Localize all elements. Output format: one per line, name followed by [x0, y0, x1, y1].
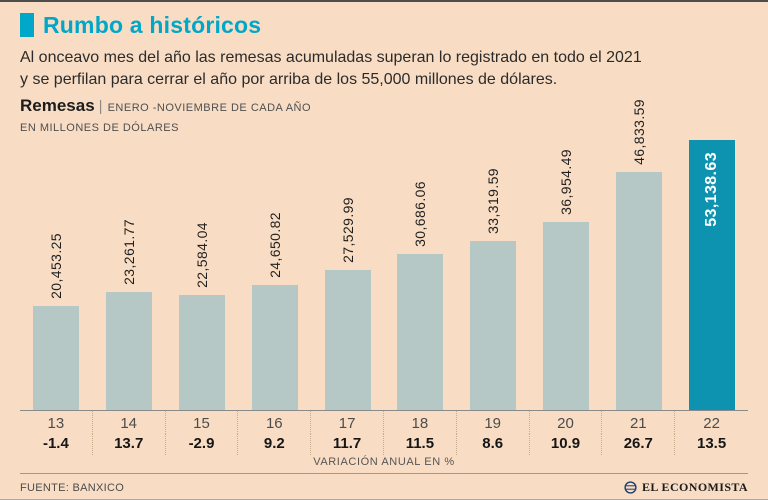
footer-divider — [20, 473, 748, 475]
year-label: 15 — [166, 411, 239, 435]
brand: EL ECONOMISTA — [624, 480, 748, 495]
variation-value: 13.5 — [696, 435, 727, 453]
x-axis-year-labels: 13 14 15 16 17 18 19 20 21 22 — [20, 411, 748, 435]
bar-value-label: 22,584.04 — [193, 222, 210, 289]
year-label: 19 — [457, 411, 530, 435]
bar-column: 46,833.59 — [602, 99, 675, 411]
bar-value-label: 46,833.59 — [630, 99, 647, 166]
bar-value-label: 30,686.06 — [412, 181, 429, 248]
description-line-1: Al onceavo mes del año las remesas acumu… — [20, 49, 642, 66]
variation-value: 10.9 — [530, 434, 603, 456]
bar-value-label: 53,138.63 — [702, 152, 720, 227]
variation-value: 11.5 — [384, 434, 457, 456]
year-label: 13 — [20, 411, 93, 435]
variation-value-row: -1.4 13.7 -2.9 9.2 11.7 11.5 8.6 10.9 26.7 13.5 — [20, 434, 748, 456]
header: Rumbo a históricos — [20, 2, 748, 40]
variation-value: 8.6 — [457, 434, 530, 456]
bar-value-label: 27,529.99 — [339, 197, 356, 264]
bar-column: 53,138.63 — [675, 140, 748, 411]
bar-column: 30,686.06 — [384, 181, 457, 411]
bar — [615, 172, 662, 411]
bar — [324, 270, 371, 411]
chart-label: Remesas | ENERO -NOVIEMBRE DE CADA AÑO EN … — [20, 96, 311, 134]
chart-title: Remesas — [20, 96, 95, 116]
description-line-2: y se perfilan para cerrar el año por arr… — [20, 70, 558, 88]
bar — [106, 292, 153, 411]
source-credit: FUENTE: BANXICO — [20, 481, 125, 494]
chart-subtitle-line-1: ENERO -NOVIEMBRE DE CADA AÑO — [107, 102, 312, 115]
bar-value-label: 20,453.25 — [48, 233, 65, 300]
chart-title-separator: | — [98, 98, 103, 116]
bar-value-label: 24,650.82 — [266, 212, 283, 279]
variation-value: 26.7 — [602, 434, 676, 456]
brand-name: EL ECONOMISTA — [642, 480, 748, 495]
year-label: 22 — [703, 415, 720, 433]
bar-column: 24,650.82 — [238, 212, 311, 411]
variation-value: -1.4 — [20, 434, 93, 456]
highlighted-bar: 53,138.63 — [688, 140, 735, 411]
bar-column: 20,453.25 — [20, 233, 93, 411]
chart-subtitle-line-2: EN MILLONES DE DÓLARES — [20, 122, 179, 135]
description: Al onceavo mes del año las remesas acumu… — [20, 47, 748, 90]
bar — [178, 295, 225, 411]
x-axis-line — [20, 410, 748, 412]
bar — [397, 254, 444, 411]
variation-value: 9.2 — [238, 434, 312, 456]
year-label: 21 — [602, 411, 676, 435]
axis-caption: VARIACIÓN ANUAL EN % — [313, 456, 455, 469]
year-label: 20 — [530, 411, 603, 435]
title-accent-square — [20, 13, 34, 37]
footer: FUENTE: BANXICO EL ECONOMISTA — [20, 474, 748, 499]
bar — [470, 241, 517, 411]
bars-plot-area: 20,453.25 23,261.77 22,584.04 24,650.82 27,5… — [20, 94, 748, 411]
bar-value-label: 23,261.77 — [121, 219, 138, 286]
variation-value: -2.9 — [166, 434, 239, 456]
bar-column: 23,261.77 — [93, 219, 166, 411]
bar — [542, 222, 589, 411]
variation-value: 11.7 — [311, 434, 384, 456]
year-label: 14 — [93, 411, 166, 435]
bar-column: 22,584.04 — [166, 222, 239, 411]
bar-column: 36,954.49 — [530, 149, 603, 411]
bar-column: 27,529.99 — [311, 197, 384, 411]
year-label: 16 — [238, 411, 312, 435]
year-label: 17 — [311, 411, 384, 435]
page-title: Rumbo a históricos — [43, 12, 262, 38]
variation-value: 13.7 — [93, 434, 166, 456]
bar-value-label: 33,319.59 — [485, 168, 502, 235]
bar-value-label: 36,954.49 — [557, 149, 574, 216]
bar — [33, 306, 80, 411]
bar-column: 33,319.59 — [457, 168, 530, 411]
bar — [251, 285, 298, 411]
bar-chart: Remesas | ENERO -NOVIEMBRE DE CADA AÑO EN … — [20, 94, 748, 473]
year-label: 18 — [384, 411, 457, 435]
el-economista-globe-icon — [624, 481, 637, 494]
